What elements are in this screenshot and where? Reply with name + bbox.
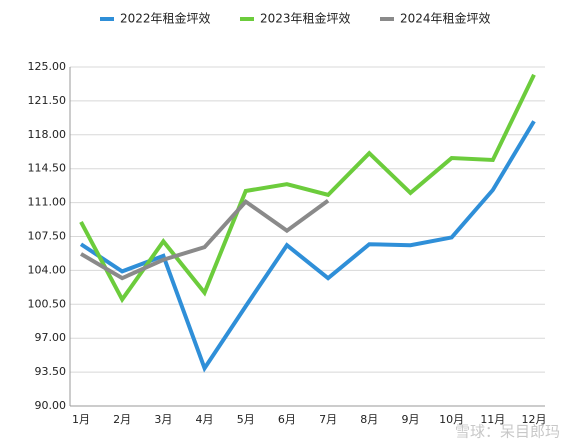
y-tick-label: 90.00 [35,399,67,412]
series-line [79,198,330,281]
x-tick-label: 10月 [439,413,464,426]
legend-label: 2022年租金坪效 [120,11,211,26]
y-tick-label: 97.00 [35,331,67,344]
y-tick-label: 93.50 [35,365,67,378]
x-tick-label: 6月 [278,413,296,426]
x-tick-label: 2月 [113,413,131,426]
legend-label: 2023年租金坪效 [260,11,351,26]
y-tick-label: 111.00 [28,196,67,209]
x-tick-label: 12月 [522,413,547,426]
x-tick-label: 11月 [480,413,505,426]
x-tick-label: 3月 [154,413,172,426]
series-line [79,73,536,304]
x-tick-label: 4月 [196,413,214,426]
x-tick-label: 7月 [319,413,337,426]
y-tick-label: 104.00 [28,263,67,276]
y-tick-label: 121.50 [28,94,67,107]
y-tick-label: 100.50 [28,297,67,310]
y-tick-label: 107.50 [28,230,67,243]
x-tick-label: 8月 [360,413,378,426]
x-tick-label: 9月 [401,413,419,426]
legend-label: 2024年租金坪效 [400,11,491,26]
y-tick-label: 114.50 [28,162,67,175]
x-tick-label: 5月 [237,413,255,426]
x-tick-label: 1月 [72,413,90,426]
watermark: 雪球：呆目郎玛 [455,423,560,441]
y-tick-label: 125.00 [28,60,67,73]
series-line [79,120,536,373]
y-tick-label: 118.00 [28,128,67,141]
